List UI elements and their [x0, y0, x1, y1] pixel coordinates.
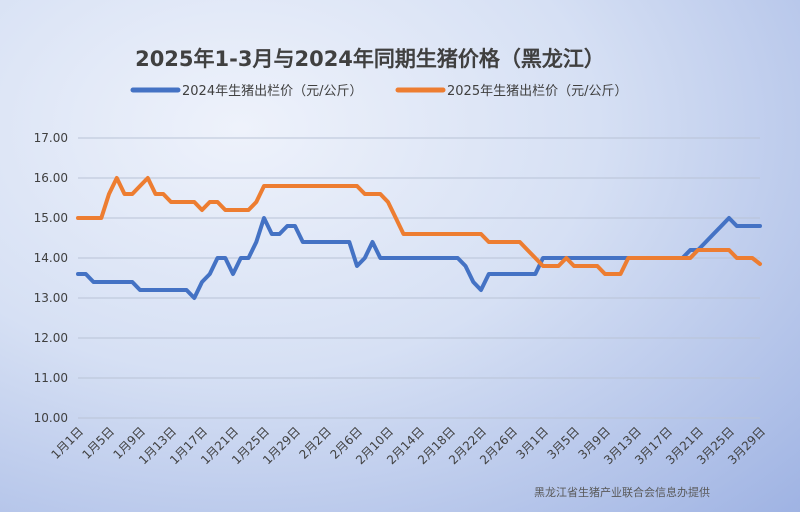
- x-tick-label: 3月1日: [513, 424, 551, 462]
- series-lines: [76, 176, 762, 300]
- gridlines: [78, 137, 760, 419]
- series-line-2024: [76, 216, 762, 300]
- x-tick-label: 1月5日: [79, 424, 117, 462]
- legend: 2024年生猪出栏价（元/公斤） 2025年生猪出栏价（元/公斤）: [130, 84, 627, 99]
- legend-label-2024: 2024年生猪出栏价（元/公斤）: [182, 84, 362, 99]
- y-tick-label: 12.00: [34, 331, 68, 345]
- y-tick-label: 14.00: [34, 251, 68, 265]
- x-tick-label: 1月1日: [48, 424, 86, 462]
- y-tick-label: 11.00: [34, 371, 68, 385]
- y-tick-label: 13.00: [34, 291, 68, 305]
- chart-title: 2025年1-3月与2024年同期生猪价格（黑龙江）: [135, 47, 605, 71]
- y-tick-label: 15.00: [34, 211, 68, 225]
- x-tick-label: 2月2日: [296, 424, 334, 462]
- y-tick-label: 17.00: [34, 131, 68, 145]
- series-line-2025: [76, 176, 762, 276]
- y-axis-ticks: 10.00 11.00 12.00 13.00 14.00 15.00 16.00 17.00: [34, 131, 68, 425]
- y-tick-label: 10.00: [34, 411, 68, 425]
- x-tick-label: 3月5日: [544, 424, 582, 462]
- y-tick-label: 16.00: [34, 171, 68, 185]
- x-axis-ticks: 1月1日1月5日1月9日1月13日1月17日1月21日1月25日1月29日2月2…: [48, 424, 768, 467]
- source-note: 黑龙江省生猪产业联合会信息办提供: [534, 485, 710, 499]
- legend-label-2025: 2025年生猪出栏价（元/公斤）: [447, 84, 627, 99]
